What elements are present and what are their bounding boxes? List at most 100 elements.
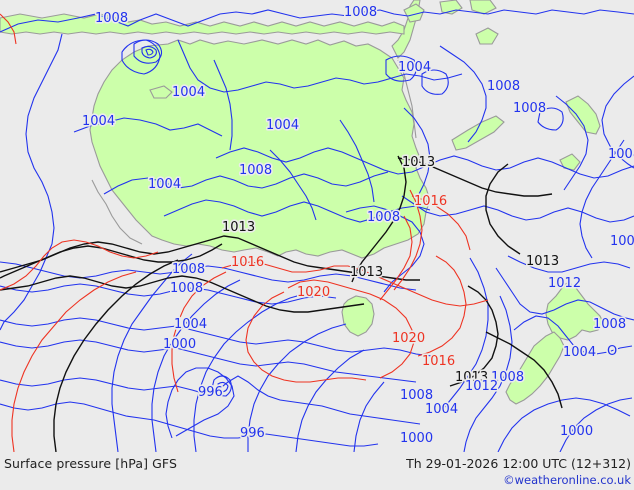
isobar-1004-nz-inner [513,315,633,355]
isobar-1013-sw-long [53,259,179,452]
nz-south-island [505,331,565,405]
isobar-label-halo: 1008 [593,317,626,332]
isobar-label-value: 1008 [344,5,377,20]
isobar-label-halo: 1008 [95,11,128,26]
isobar-label-halo: 1008 [344,5,377,20]
isobar-label-halo: 1000 [560,424,593,439]
isobar-label-halo: 1008 [172,262,205,277]
isobar-label-value: 1008 [608,147,634,162]
isobar-1004-west [0,33,63,331]
isobar-label-halo: 1008 [610,234,634,249]
indonesia-island-a [149,85,173,99]
isobar-label-halo: 1016 [414,194,447,209]
isobar-label-value: 1013 [455,370,488,385]
isobar-1008-north [0,9,634,33]
isobar-low-core-south-b [217,381,229,393]
isobar-label-halo: 1004 [172,85,205,100]
isobar-996-southern-2 [0,401,379,447]
isobar-1008-coral-sea [439,45,487,143]
isobar-label-halo: 996 [198,385,223,400]
isobar-label-halo: 1008 [513,101,546,116]
isobar-label-value: 1004 [82,114,115,129]
isobar-branch-interior-3 [213,59,233,151]
isobar-trough-sw-4 [247,323,347,452]
isobar-label-value: 1004 [563,345,596,360]
isobar-trough-sw-1 [111,253,193,452]
landmass-layer [0,0,605,405]
isobar-label-value: 1008 [172,262,205,277]
solomon-islands [475,27,499,45]
isobar-1016-ne-short [411,195,471,251]
isobar-1008-far-east [601,75,634,169]
new-guinea-landmass [0,13,405,35]
isobar-trough-sw-3 [193,293,305,452]
isobar-layer-1013 [0,155,563,452]
isobar-label-value: 1004 [425,402,458,417]
isobar-label-value: 1008 [400,388,433,403]
isobar-label-halo: 1012 [465,379,498,394]
isobar-branch-interior-1 [269,149,317,221]
isobar-label-value: 1008 [367,210,400,225]
isobar-label-value: 996 [198,385,223,400]
isobar-label-halo: 1013 [402,155,435,170]
isobar-label-halo: 1004 [563,345,596,360]
isobar-1013-ne-arc [397,157,553,197]
isobar-label-value: 1000 [400,431,433,446]
isobar-trough-sw-2 [151,279,241,452]
isobar-label-value: 1016 [414,194,447,209]
isobar-label-halo: 1016 [231,255,264,270]
isobar-1016-far-sw [11,271,137,452]
isobar-label-value: 1008 [593,317,626,332]
isobar-label-value: 1012 [465,379,498,394]
isobar-label-halo: 1012 [548,276,581,291]
isobar-1004-closed-nw2 [421,69,449,95]
indonesia-island-c [439,0,463,15]
isobar-label-value: 1013 [402,155,435,170]
pressure-map-canvas[interactable]: 1008 1008 1008 1008 1004 1004 1008 1008 1008 1008… [0,0,634,452]
isobar-1004-top-arc [177,39,463,93]
isobar-label-value: 1016 [422,354,455,369]
isobar-label-value: O [607,344,617,359]
indonesia-island-b [403,3,425,23]
isobar-1016-se-arc [171,271,227,393]
isobar-low-center-2 [121,39,161,75]
isobar-1004-southern [0,317,433,357]
isobar-label-value: 1008 [491,370,524,385]
map-footer-bar: Surface pressure [hPa] GFS Th 29-01-2026… [0,452,634,490]
isobar-label-halo: 1004 [174,317,207,332]
isobar-1004-arc-central [73,117,223,137]
coast-detail-great-barrier [397,59,417,139]
isobar-label-halo: 1000 [400,431,433,446]
isobar-label-halo: 1013 [455,370,488,385]
isobar-label-value: 1008 [610,234,634,249]
isobar-1008-nz-tail [559,397,633,452]
isobar-label-value: 1008 [170,281,203,296]
isobar-1008-nz-west [463,295,513,452]
isobar-label-halo: 1008 [608,147,634,162]
